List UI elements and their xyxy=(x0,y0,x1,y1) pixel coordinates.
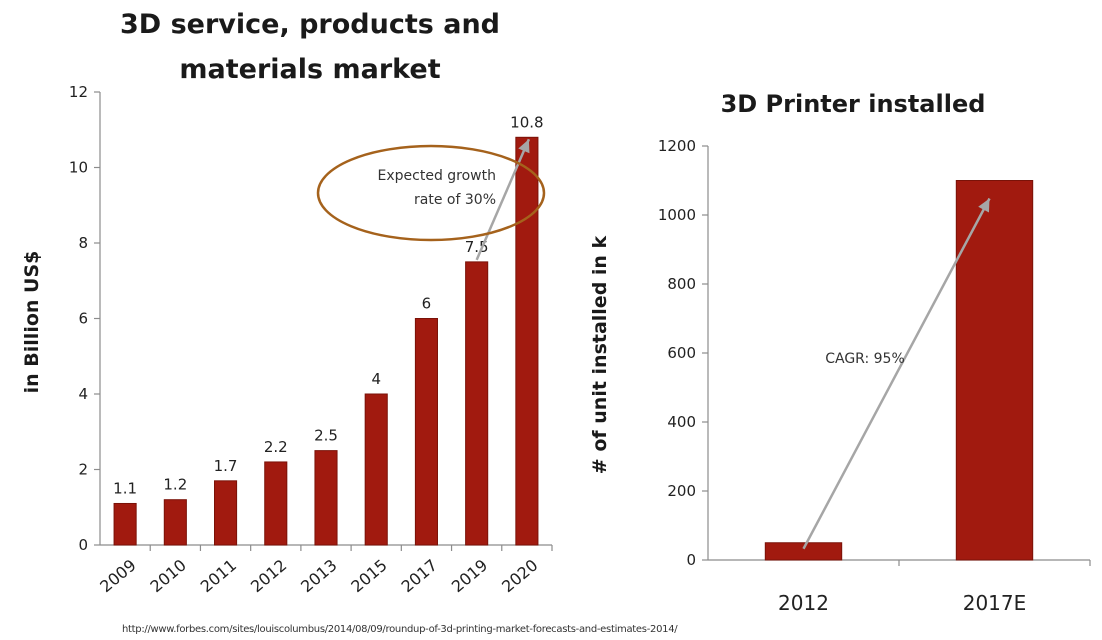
data-label-2019: 7.5 xyxy=(465,238,489,256)
bar-2017 xyxy=(414,318,438,546)
data-label-2020: 10.8 xyxy=(510,113,543,131)
growth-annotation-line-1: Expected growth xyxy=(378,168,496,184)
data-label-2010: 1.2 xyxy=(163,476,187,494)
x-tick-label-2015: 2015 xyxy=(347,556,390,597)
x-tick-label-2020: 2020 xyxy=(498,556,541,597)
x-tick-label-2017E: 2017E xyxy=(963,591,1027,615)
chart-printers-bars xyxy=(764,180,1034,561)
x-tick-label-2012: 2012 xyxy=(778,591,829,615)
chart-market-title-line-2: materials market xyxy=(179,54,440,85)
source-url: http://www.forbes.com/sites/louiscolumbu… xyxy=(122,624,678,635)
y-tick-label: 200 xyxy=(667,482,696,500)
data-label-2013: 2.5 xyxy=(314,427,338,445)
y-tick-label: 10 xyxy=(69,159,88,177)
chart-market: 3D service, products and materials marke… xyxy=(21,9,553,597)
chart-printers-x-tick-labels: 2012 2017E xyxy=(778,591,1026,615)
y-tick-label: 2 xyxy=(78,461,88,479)
y-tick-label: 8 xyxy=(78,234,88,252)
chart-market-x-axis xyxy=(100,544,553,551)
chart-market-title-line-1: 3D service, products and xyxy=(120,9,500,40)
x-tick-label-2011: 2011 xyxy=(197,556,240,597)
chart-market-y-axis-label: in Billion US$ xyxy=(21,251,43,394)
arrowhead xyxy=(978,198,990,213)
cagr-annotation: CAGR: 95% xyxy=(825,351,905,367)
chart-printers-y-axis-label: # of unit installed in k xyxy=(589,235,611,474)
bar-2015 xyxy=(364,393,388,546)
chart-printers-x-axis xyxy=(708,559,1091,566)
y-tick-label: 0 xyxy=(686,551,696,569)
x-tick-label-2017: 2017 xyxy=(398,556,441,597)
data-label-2012: 2.2 xyxy=(264,438,288,456)
y-tick-label: 1000 xyxy=(658,206,696,224)
y-tick-label: 4 xyxy=(78,385,88,403)
chart-market-x-tick-labels: 2009 2010 2011 2012 2013 2015 2017 2019 2020 xyxy=(96,556,541,597)
bar-2012 xyxy=(764,542,843,561)
y-tick-label: 1200 xyxy=(658,137,696,155)
y-tick-label: 6 xyxy=(78,310,88,328)
chart-market-y-axis: 0 2 4 6 8 10 12 xyxy=(69,83,101,554)
y-tick-label: 12 xyxy=(69,83,88,101)
chart-market-bars xyxy=(113,136,539,546)
data-label-2011: 1.7 xyxy=(214,457,238,475)
arrowhead xyxy=(518,139,530,154)
growth-arrow xyxy=(475,138,531,261)
y-tick-label: 600 xyxy=(667,344,696,362)
bar-2011 xyxy=(214,480,238,546)
growth-annotation-line-2: rate of 30% xyxy=(414,192,496,208)
bar-2020 xyxy=(515,136,539,546)
growth-ellipse xyxy=(316,144,546,242)
bar-2019 xyxy=(465,261,489,546)
cagr-arrow xyxy=(802,197,991,550)
bar-2010 xyxy=(163,499,187,546)
bar-2017E xyxy=(955,180,1034,561)
y-tick-label: 400 xyxy=(667,413,696,431)
y-tick-label: 0 xyxy=(78,536,88,554)
chart-printers: 3D Printer installed # of unit installed… xyxy=(589,90,1091,615)
bar-2012 xyxy=(264,461,288,546)
chart-printers-y-axis: 0 200 400 600 800 1000 1200 xyxy=(658,137,709,569)
chart-market-data-labels: 1.1 1.2 1.7 2.2 2.5 4 6 7.5 10.8 xyxy=(113,113,543,497)
bar-2009 xyxy=(113,502,137,546)
chart-market-growth-annotation: Expected growth rate of 30% xyxy=(316,138,546,261)
x-tick-label-2009: 2009 xyxy=(96,556,139,597)
data-label-2017: 6 xyxy=(422,295,432,313)
data-label-2015: 4 xyxy=(371,370,381,388)
y-tick-label: 800 xyxy=(667,275,696,293)
chart-printers-title: 3D Printer installed xyxy=(721,90,986,118)
x-tick-label-2010: 2010 xyxy=(146,556,189,597)
bar-2013 xyxy=(314,450,338,546)
data-label-2009: 1.1 xyxy=(113,479,137,497)
x-tick-label-2019: 2019 xyxy=(448,556,491,597)
chart-printers-cagr-annotation: CAGR: 95% xyxy=(802,197,991,550)
x-tick-label-2013: 2013 xyxy=(297,556,340,597)
x-tick-label-2012: 2012 xyxy=(247,556,290,597)
